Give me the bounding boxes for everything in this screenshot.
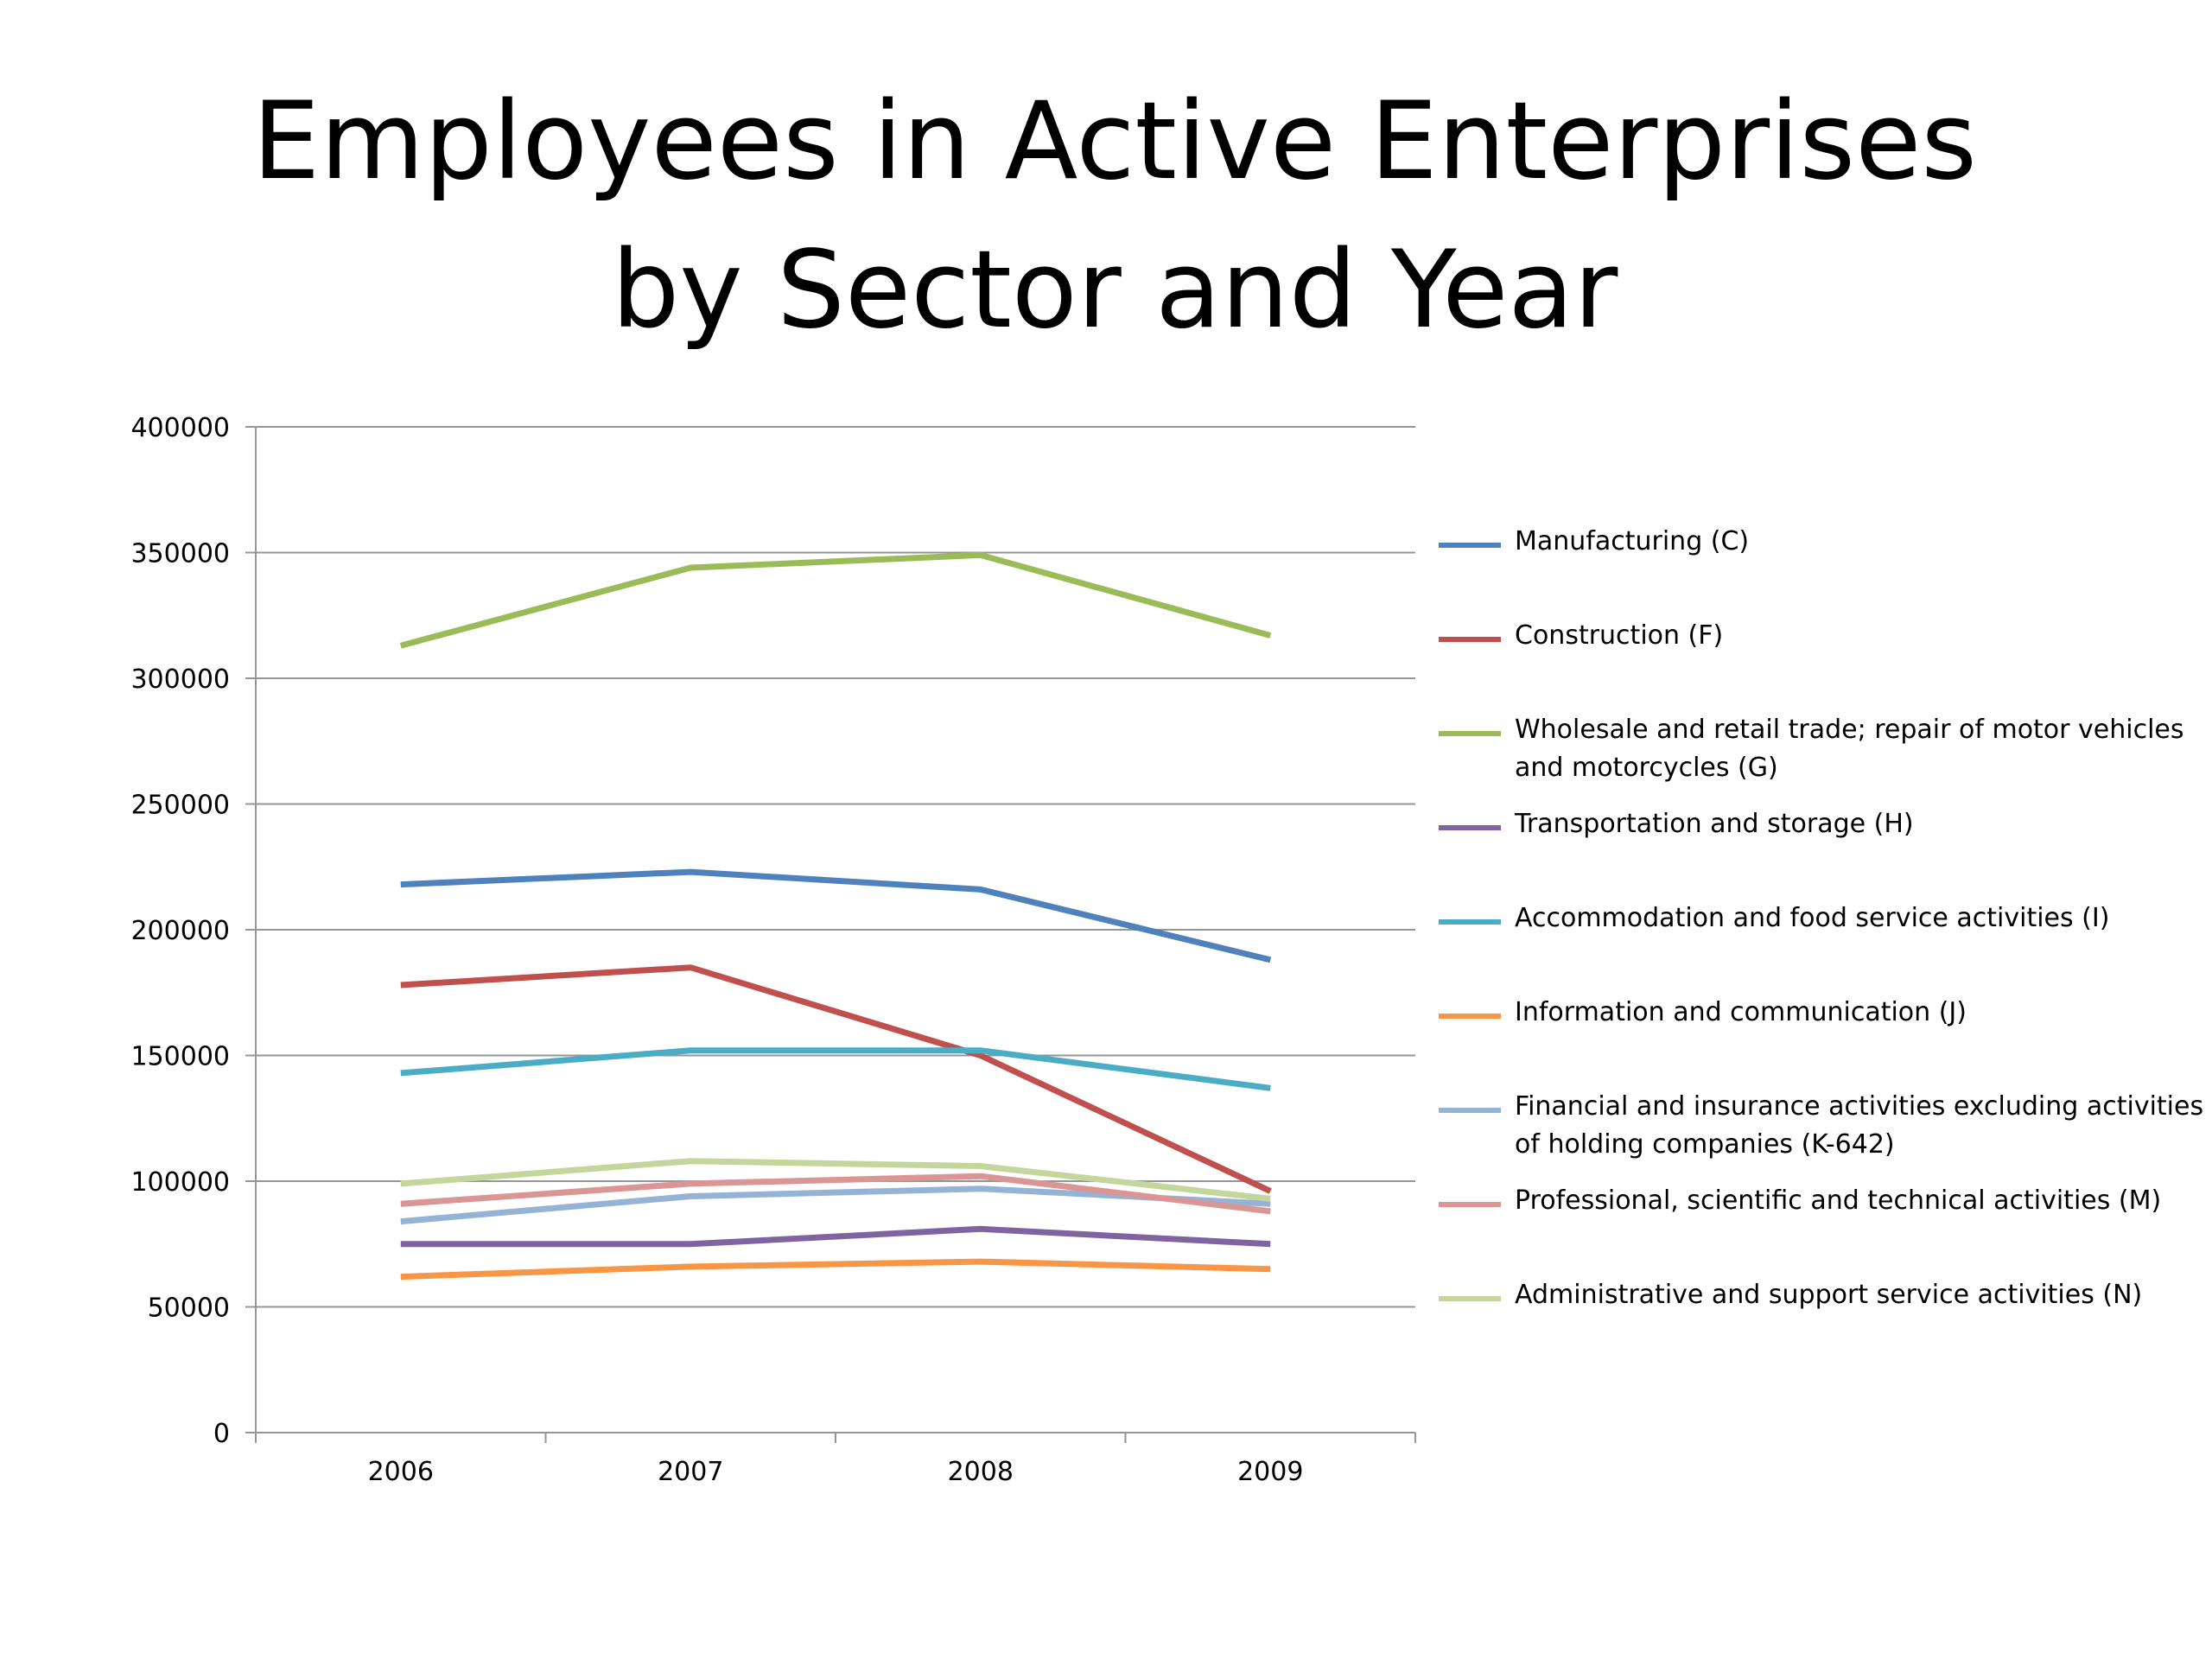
y-tick-label: 150000	[130, 1042, 230, 1072]
y-tick-label: 200000	[130, 916, 230, 946]
legend-label: Manufacturing (C)	[1515, 526, 1750, 556]
legend-swatch	[1439, 543, 1501, 548]
gridlines	[256, 426, 1415, 1308]
x-tick-label: 2008	[948, 1457, 1014, 1487]
x-tick-label: 2006	[368, 1457, 434, 1487]
x-tick-label: 2009	[1237, 1457, 1303, 1487]
legend-swatch	[1439, 919, 1501, 925]
series-line	[400, 1225, 1271, 1248]
chart-title-line-2: by Sector and Year	[611, 228, 1618, 353]
legend-swatch	[1439, 1202, 1501, 1207]
legend-label: Information and communication (J)	[1515, 997, 1967, 1027]
chart-title: Employees in Active Enterprises by Secto…	[0, 67, 2212, 365]
x-tick-label: 2007	[658, 1457, 723, 1487]
legend-label: Wholesale and retail trade; repair of mo…	[1515, 715, 2184, 783]
legend-label: Transportation and storage (H)	[1515, 809, 1914, 839]
legend-label: Accommodation and food service activitie…	[1515, 903, 2110, 933]
y-tick-label: 0	[213, 1419, 230, 1449]
legend-swatch	[1439, 825, 1501, 830]
series-line	[400, 964, 1272, 1194]
legend-label: Professional, scientific and technical a…	[1515, 1185, 2162, 1216]
series-line	[400, 1158, 1271, 1202]
y-tick-label: 300000	[130, 664, 230, 695]
series-line	[399, 551, 1272, 649]
legend-swatch	[1439, 731, 1501, 736]
legend-swatch	[1439, 1296, 1501, 1301]
y-tick-label: 350000	[130, 539, 230, 569]
y-tick-label: 50000	[148, 1294, 230, 1324]
axes: 0 50000 100000 150000 200000 250000 300000 3500…	[130, 413, 1416, 1487]
y-tick-label: 100000	[130, 1167, 230, 1198]
series-line	[400, 1173, 1271, 1215]
y-tick-label: 400000	[130, 413, 230, 443]
legend-label: Administrative and support service activ…	[1515, 1280, 2143, 1310]
series-line	[400, 868, 1272, 963]
y-tick-label: 250000	[130, 791, 230, 821]
series-line	[400, 1047, 1271, 1091]
legend-label: Construction (F)	[1515, 620, 1724, 651]
chart-title-line-1: Employees in Active Enterprises	[251, 79, 1978, 204]
series-line	[400, 1258, 1271, 1281]
legend-swatch	[1439, 637, 1501, 642]
series-lines	[399, 551, 1272, 1281]
legend-swatch	[1439, 1014, 1501, 1019]
legend-swatch	[1439, 1108, 1501, 1113]
legend-label: Financial and insurance activities exclu…	[1515, 1091, 2204, 1160]
